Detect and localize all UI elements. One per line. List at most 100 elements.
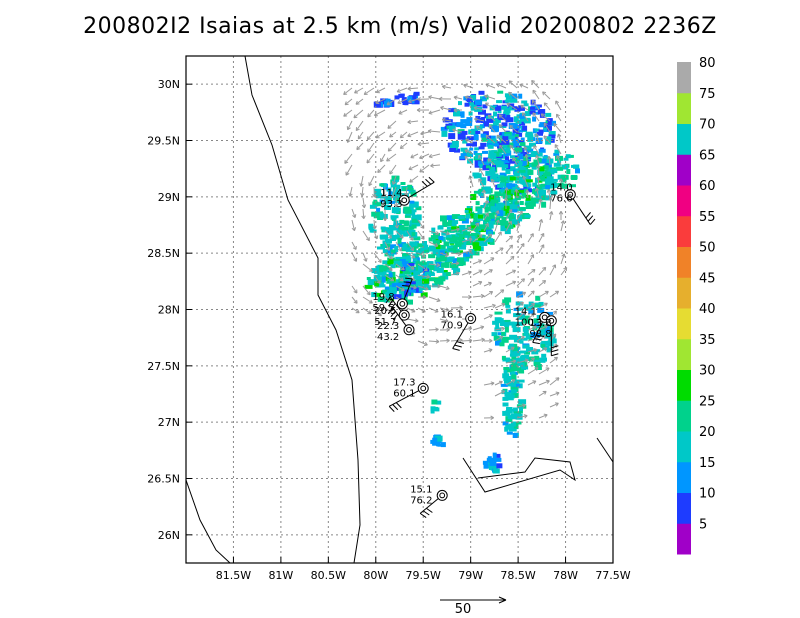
radar-cell [501,144,508,148]
wind-vector [560,220,566,232]
radar-cell [554,149,560,154]
radar-cell [515,413,523,420]
wind-vector [536,164,541,177]
station-pressure: 93.3 [380,199,402,210]
wind-vector [505,359,517,364]
radar-cell [502,136,509,143]
radar-cell [426,261,433,266]
radar-cell [488,223,494,229]
radar-cell [501,122,508,127]
wind-vector [355,98,364,105]
station: 13.898.8 [529,315,559,357]
radar-cell [474,147,480,151]
colorbar-segment [677,523,691,555]
wind-vector [453,107,463,113]
radar-cell [526,148,534,153]
wind-vector [362,230,370,242]
radar-cell [461,261,466,266]
radar-cell [437,267,444,273]
radar-cell [525,179,533,183]
wind-vector [356,142,364,151]
radar-cell [507,395,514,401]
colorbar-segment [677,185,691,217]
wind-vector [505,269,517,276]
radar-cell [405,247,414,252]
radar-cell [389,191,397,196]
radar-cell [530,197,536,204]
radar-cell [537,307,545,313]
colorbar-segment [677,92,691,124]
radar-cell [524,111,531,117]
wind-vector [516,358,529,364]
radar-cell [424,271,431,277]
wind-vector [475,125,485,133]
radar-cell [553,162,561,167]
wind-vector [512,157,518,166]
radar-cell [514,201,520,205]
radar-cell [381,98,386,103]
colorbar-label: 30 [699,364,716,379]
wind-vector [351,241,357,250]
station-marker-inner [548,317,555,324]
barb-feather [423,510,430,516]
radar-cell [512,433,518,438]
wind-vector [483,257,495,265]
radar-cell [395,190,402,197]
radar-cell [374,281,380,287]
radar-cell [541,353,547,358]
radar-cell [497,146,504,153]
radar-cell [430,439,437,444]
radar-cell [523,304,529,309]
grid-lines [186,56,614,563]
radar-cell [423,244,429,250]
radar-cell [440,244,446,251]
radar-cell [504,164,509,169]
radar-cell [475,115,481,122]
radar-cell [517,369,525,374]
wind-vector [353,109,364,119]
radar-cell [475,201,480,206]
wind-vector [452,128,463,133]
wind-vector [362,307,372,315]
wind-vector [395,241,402,252]
wind-vector [505,379,516,386]
colorbar-label: 45 [699,271,716,286]
wind-vector [450,305,463,310]
radar-cell [538,175,544,181]
radar-cell [520,350,526,354]
radar-cell [402,261,409,268]
station-speed: 14.0 [550,183,572,194]
radar-cell [377,296,385,302]
station: 20.551.7 [374,296,410,328]
radar-cell [376,207,381,212]
radar-cell [491,332,498,337]
radar-cell [522,160,527,166]
radar-cell [482,213,488,217]
colorbar-label: 60 [699,179,716,194]
radar-cell [480,133,487,138]
radar-cell [547,340,552,347]
radar-cell [408,229,416,234]
radar-cell [484,206,489,213]
radar-cell [384,267,392,272]
radar-cell [402,187,407,192]
radar-cell [408,95,417,100]
barb-feather [428,176,435,183]
wind-vector [384,274,395,282]
radar-cell [444,229,453,233]
radar-cell [507,415,514,420]
radar-cell [377,246,385,250]
radar-cell [482,186,490,193]
station-speed: 16.1 [441,310,463,321]
radar-cell [556,166,564,171]
wind-vector [483,338,493,344]
radar-cell [422,278,429,284]
radar-cell [430,406,436,412]
radar-cell [468,101,476,106]
radar-cell [373,189,380,196]
radar-cell [383,198,389,205]
wind-vector [346,120,353,131]
wind-vector [408,164,419,171]
wind-vector [483,415,494,421]
y-tick-label: 29.5N [147,135,180,148]
